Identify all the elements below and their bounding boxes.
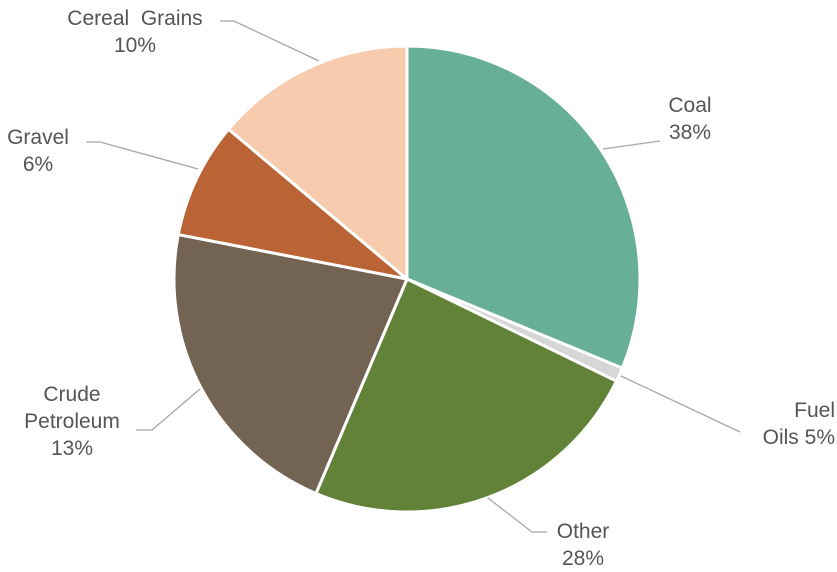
- slice-percent: 6%: [22, 153, 54, 176]
- slice-percent: 13%: [50, 437, 94, 460]
- leader-line-cereal-grains: [220, 20, 320, 62]
- pie-slice-coal: [405, 44, 642, 370]
- pie-slice-crude-petroleum: [172, 233, 409, 495]
- pie-slices: [172, 44, 642, 514]
- slice-percent: Oils 5%: [762, 426, 835, 449]
- data-label-crude-petroleum: Crude Petroleum 13%: [8, 381, 136, 462]
- leader-line-crude-petroleum: [136, 388, 201, 431]
- slice-name: Cereal Grains: [67, 7, 203, 30]
- leader-line-gravel: [86, 141, 199, 170]
- slice-percent: 28%: [561, 547, 605, 570]
- data-label-coal: Coal 38%: [655, 92, 725, 146]
- data-label-fuel-oils: Fuel Oils 5%: [715, 397, 835, 451]
- data-label-gravel: Gravel 6%: [0, 124, 76, 178]
- leader-line-fuel-oils: [620, 375, 741, 433]
- slice-name: Coal: [668, 94, 712, 117]
- data-label-other: Other 28%: [543, 518, 623, 572]
- slice-percent: 10%: [113, 34, 157, 57]
- leader-lines: [86, 20, 741, 533]
- leader-line-coal: [602, 140, 661, 150]
- slice-name: Other: [556, 520, 610, 543]
- slice-name: Fuel: [794, 399, 835, 422]
- pie-slice-gravel: [176, 127, 409, 281]
- slice-percent: 38%: [668, 121, 712, 144]
- data-label-cereal-grains: Cereal Grains 10%: [48, 5, 222, 59]
- pie-slice-cereal-grains: [227, 44, 409, 281]
- slice-name: Crude: [43, 383, 101, 406]
- leader-line-other: [487, 497, 547, 533]
- pie-slice-other: [314, 277, 618, 514]
- slice-name: Gravel: [7, 126, 69, 149]
- slice-name: Petroleum: [24, 410, 120, 433]
